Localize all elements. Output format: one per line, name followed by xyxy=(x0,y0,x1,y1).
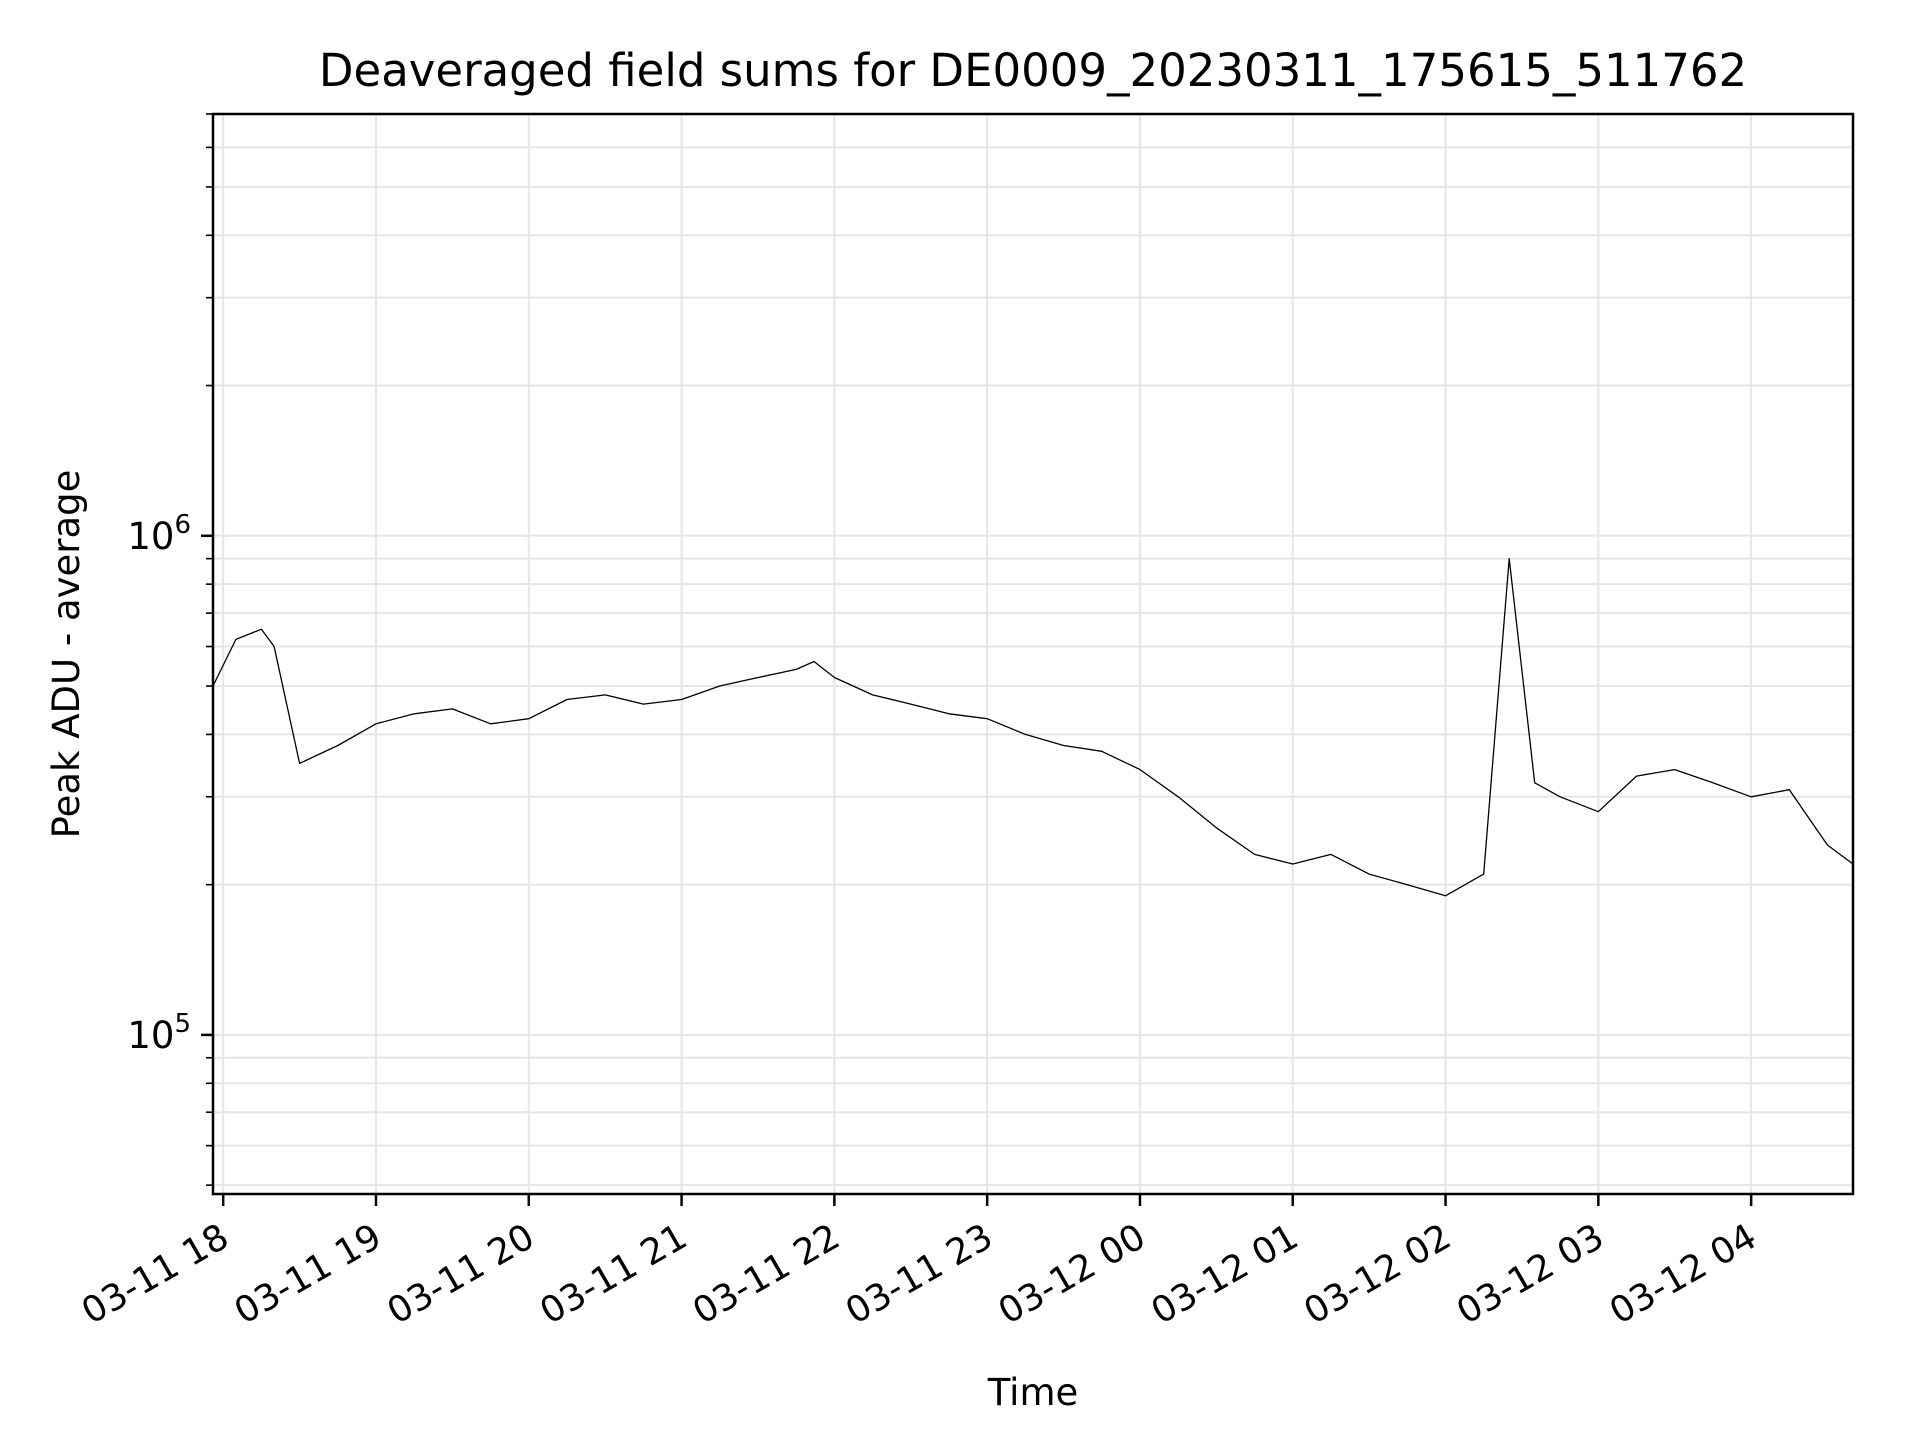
series-line xyxy=(212,557,1854,897)
plot-frame xyxy=(211,112,1855,1196)
y-tick-label: 106 xyxy=(127,510,191,558)
x-axis-label: Time xyxy=(987,1371,1079,1414)
series-layer xyxy=(212,557,1854,897)
chart-title: Deaveraged field sums for DE0009_2023031… xyxy=(319,44,1747,97)
grid xyxy=(213,113,1853,1194)
y-axis-label: Peak ADU - average xyxy=(45,470,88,839)
y-tick-label: 105 xyxy=(127,1009,191,1057)
